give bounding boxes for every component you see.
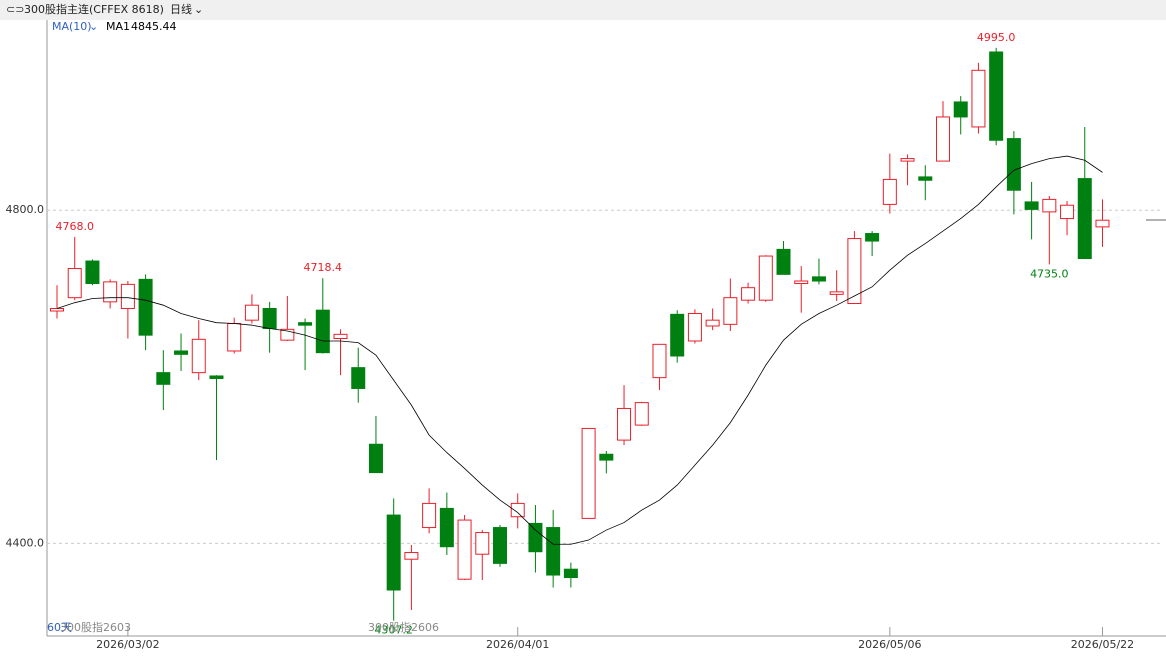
low-label: 4735.0 — [1030, 267, 1069, 280]
candle-body — [971, 69, 986, 128]
candle-body — [741, 287, 756, 301]
annotation: 300股指2606 — [368, 620, 439, 634]
low-label: 4307.2 — [374, 624, 413, 637]
candle-body — [510, 502, 525, 518]
candle-body — [262, 308, 277, 329]
candle-body — [368, 443, 383, 474]
indicator-caret[interactable]: ⌄ — [89, 20, 98, 33]
x-tick-label: 2026/03/02 — [96, 638, 159, 651]
candle-body — [67, 268, 82, 299]
candle-body — [298, 322, 313, 326]
candle-body — [103, 281, 118, 303]
ma-line — [56, 155, 1103, 545]
x-tick-label: 2026/05/22 — [1071, 638, 1134, 651]
candle-body — [563, 568, 578, 579]
y-tick-label: 4800.0 — [6, 203, 45, 216]
candle-body — [1042, 198, 1057, 213]
toolbar — [0, 0, 1166, 20]
link-icon[interactable]: ⊂⊃ — [6, 3, 24, 16]
candle-body — [386, 514, 401, 591]
high-label: 4718.4 — [304, 261, 343, 274]
annotation: 60天 — [47, 621, 72, 634]
chart-title[interactable]: 300股指主连(CFFEX 8618) — [24, 2, 164, 16]
candle-body — [120, 283, 135, 310]
ma-name: MA1 — [106, 20, 130, 33]
indicator-name[interactable]: MA(10) — [52, 20, 92, 33]
candle-body — [475, 532, 490, 555]
candle-body — [634, 402, 649, 426]
candle-body — [794, 280, 809, 285]
candle-body — [882, 178, 897, 205]
candle-body — [333, 333, 348, 339]
candle-body — [439, 507, 454, 548]
candle-body — [404, 552, 419, 560]
candle-body — [138, 278, 153, 336]
candle-body — [174, 350, 189, 355]
candle-body — [50, 308, 64, 312]
candle-body — [528, 522, 543, 553]
x-tick-label: 2026/05/06 — [858, 638, 921, 651]
candle-body — [599, 453, 614, 461]
candle-body — [280, 328, 295, 341]
candle-body — [936, 116, 950, 162]
candle-body — [1095, 219, 1110, 228]
candle-body — [670, 313, 685, 357]
candle-body — [1024, 201, 1039, 210]
candle-body — [1006, 138, 1021, 191]
candle-body — [705, 319, 720, 327]
period-caret[interactable]: ⌄ — [194, 3, 203, 16]
candle-body — [900, 158, 915, 162]
y-tick-label: 4400.0 — [6, 536, 45, 549]
candle-body — [758, 255, 773, 301]
candle-body — [829, 291, 844, 295]
candle-body — [847, 238, 862, 305]
candle-body — [989, 51, 1004, 141]
candle-body — [865, 233, 880, 242]
candle-body — [811, 276, 826, 282]
high-label: 4768.0 — [55, 220, 94, 233]
period-selector[interactable]: 日线 — [170, 2, 192, 16]
candle-body — [191, 338, 206, 374]
candle-body — [1060, 204, 1075, 220]
candle-body — [244, 304, 259, 321]
candle-body — [209, 375, 224, 379]
ma-value: 4845.44 — [131, 20, 177, 33]
candle-body — [227, 323, 242, 352]
candle-body — [422, 502, 437, 529]
candle-body — [493, 527, 507, 564]
candle-body — [351, 367, 366, 389]
candle-body — [652, 343, 667, 379]
x-tick-label: 2026/04/01 — [486, 638, 549, 651]
candle-body — [85, 260, 100, 285]
candle-body — [617, 407, 632, 441]
annotation: 300股指2603 — [60, 620, 131, 634]
candle-body — [156, 372, 171, 385]
high-label: 4995.0 — [977, 31, 1016, 44]
candle-body — [1077, 178, 1092, 260]
candle-body — [546, 527, 561, 576]
candle-body — [581, 427, 596, 519]
candle-body — [776, 248, 791, 275]
candle-body — [687, 313, 702, 342]
candle-body — [953, 101, 968, 118]
candle-body — [723, 297, 738, 325]
candle-body — [315, 309, 330, 354]
candle-body — [918, 176, 933, 181]
candle-body — [457, 519, 472, 580]
